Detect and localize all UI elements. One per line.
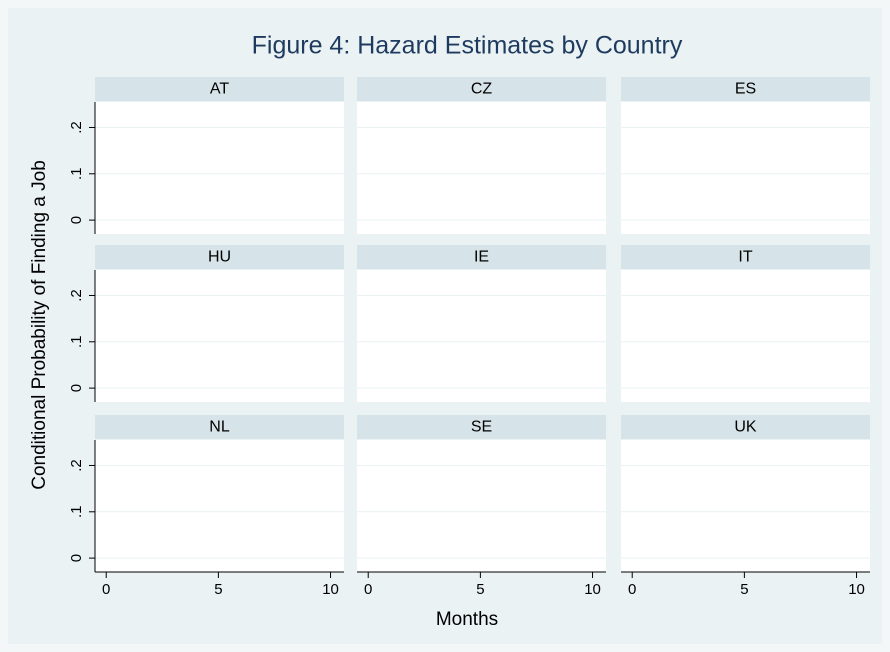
plot-area [621, 440, 870, 572]
y-tick-label: 0 [68, 554, 85, 562]
y-tick-label: .1 [68, 506, 85, 519]
panel-title: HU [208, 249, 231, 266]
plot-area [621, 270, 870, 402]
plot-area [357, 270, 606, 402]
y-tick-label: .2 [68, 459, 85, 472]
panel-header [621, 245, 870, 269]
panel-title: ES [735, 81, 756, 98]
panel-header [95, 415, 344, 439]
panel-title: IE [474, 249, 489, 266]
x-tick-label: 5 [476, 581, 484, 598]
plot-area [357, 440, 606, 572]
y-tick-label: .2 [68, 121, 85, 134]
x-tick-label: 0 [628, 581, 636, 598]
panel-title: NL [209, 419, 230, 436]
x-tick-label: 5 [214, 581, 222, 598]
plot-area [357, 102, 606, 234]
plot-area [95, 102, 344, 234]
plot-area [95, 440, 344, 572]
y-tick-label: 0 [68, 384, 85, 392]
y-tick-label: .1 [68, 336, 85, 349]
panel-title: UK [734, 419, 757, 436]
panel-header [621, 77, 870, 101]
panel-header [357, 245, 606, 269]
x-axis-label: Months [436, 609, 498, 630]
panel-header [95, 77, 344, 101]
plot-area [95, 270, 344, 402]
panel-header [95, 245, 344, 269]
x-tick-label: 10 [322, 581, 339, 598]
panel-header [621, 415, 870, 439]
panel-title: AT [210, 81, 229, 98]
panel-title: CZ [471, 81, 493, 98]
panel-header [357, 415, 606, 439]
panel-title: IT [738, 249, 752, 266]
y-axis-label: Conditional Probability of Finding a Job [29, 160, 50, 490]
x-tick-label: 10 [848, 581, 865, 598]
x-tick-label: 0 [364, 581, 372, 598]
panel-header [357, 77, 606, 101]
chart-title: Figure 4: Hazard Estimates by Country [252, 32, 683, 60]
x-tick-label: 5 [740, 581, 748, 598]
y-tick-label: .2 [68, 289, 85, 302]
plot-area [621, 102, 870, 234]
x-tick-label: 10 [584, 581, 601, 598]
panel-title: SE [471, 419, 492, 436]
y-tick-label: .1 [68, 168, 85, 181]
x-tick-label: 0 [102, 581, 110, 598]
y-tick-label: 0 [68, 216, 85, 224]
